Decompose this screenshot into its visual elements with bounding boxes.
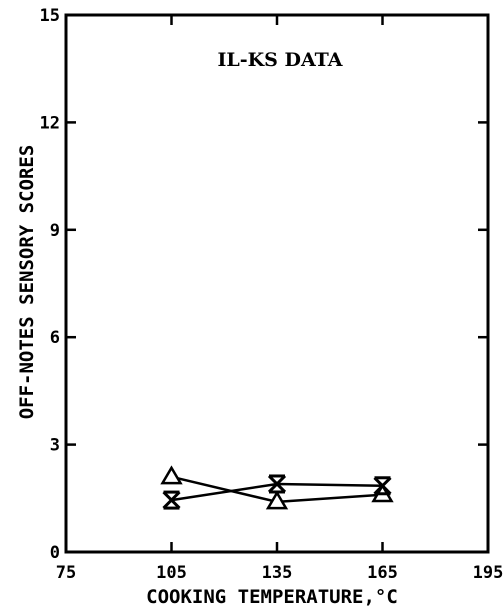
series-0-point-1 xyxy=(265,490,289,510)
x-tick-label-75: 75 xyxy=(56,563,76,583)
x-axis-title: COOKING TEMPERATURE,°C xyxy=(146,586,398,608)
series-1-point-2-stroke-b xyxy=(373,476,392,495)
y-tick-label-9: 9 xyxy=(50,221,60,241)
y-tick-label-15: 15 xyxy=(40,6,60,26)
series-1-point-1 xyxy=(267,474,287,494)
series-0-point-0 xyxy=(160,465,183,485)
y-tick-label-6: 6 xyxy=(50,328,60,348)
ticks: 0 3 6 9 12 15 75 105 135 165 195 xyxy=(40,6,503,583)
y-tick-label-0: 0 xyxy=(50,543,60,563)
series-1-point-0 xyxy=(162,490,181,510)
series-1-point-1-stroke-b xyxy=(267,474,287,494)
x-tick-label-135: 135 xyxy=(262,563,293,583)
series-1-point-0-stroke-b xyxy=(162,491,181,510)
plot-frame xyxy=(64,13,490,554)
x-tick-label-195: 195 xyxy=(473,563,503,583)
x-tick-label-105: 105 xyxy=(156,563,187,583)
y-tick-label-3: 3 xyxy=(50,436,60,456)
series-1-point-2 xyxy=(373,476,392,496)
y-axis-title: OFF-NOTES SENSORY SCORES xyxy=(16,145,38,420)
series xyxy=(160,465,394,510)
chart-title: IL-KS DATA xyxy=(217,49,342,71)
y-tick-label-12: 12 xyxy=(40,113,60,133)
x-tick-label-165: 165 xyxy=(367,563,398,583)
axes xyxy=(64,13,490,554)
